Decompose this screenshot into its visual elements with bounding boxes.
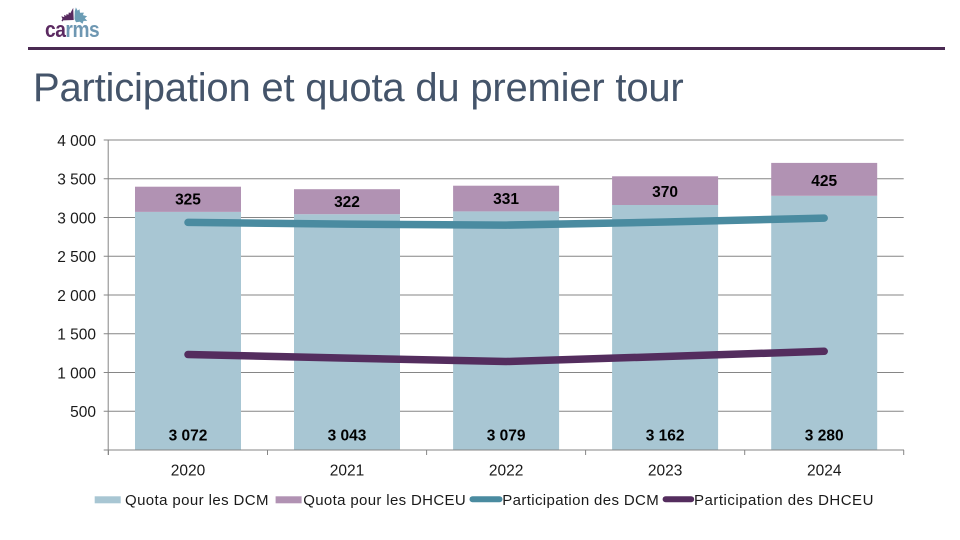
svg-text:500: 500 xyxy=(70,404,96,421)
svg-text:Participation des DHCEU: Participation des DHCEU xyxy=(694,492,874,509)
svg-text:331: 331 xyxy=(493,191,519,208)
svg-text:2022: 2022 xyxy=(489,463,523,480)
svg-text:2023: 2023 xyxy=(648,463,682,480)
svg-text:Quota pour les DCM: Quota pour les DCM xyxy=(125,492,269,509)
svg-text:3 500: 3 500 xyxy=(57,172,96,189)
svg-text:2024: 2024 xyxy=(807,463,842,480)
svg-text:1 500: 1 500 xyxy=(57,327,96,344)
svg-text:3 162: 3 162 xyxy=(646,428,685,445)
svg-text:3 280: 3 280 xyxy=(805,428,844,445)
svg-text:2 500: 2 500 xyxy=(57,249,96,266)
svg-text:3 043: 3 043 xyxy=(328,428,367,445)
svg-text:Quota pour les DHCEU: Quota pour les DHCEU xyxy=(303,492,466,509)
svg-text:4 000: 4 000 xyxy=(57,133,96,150)
svg-text:2020: 2020 xyxy=(171,463,206,480)
svg-text:425: 425 xyxy=(811,173,837,190)
svg-text:2021: 2021 xyxy=(330,463,364,480)
svg-text:3 000: 3 000 xyxy=(57,210,96,227)
svg-text:370: 370 xyxy=(652,184,678,201)
svg-text:1 000: 1 000 xyxy=(57,365,96,382)
svg-text:3 072: 3 072 xyxy=(169,428,208,445)
svg-text:3 079: 3 079 xyxy=(487,428,526,445)
svg-text:325: 325 xyxy=(175,192,201,209)
svg-text:322: 322 xyxy=(334,194,360,211)
svg-text:2 000: 2 000 xyxy=(57,288,96,305)
svg-text:Participation des DCM: Participation des DCM xyxy=(502,492,659,509)
